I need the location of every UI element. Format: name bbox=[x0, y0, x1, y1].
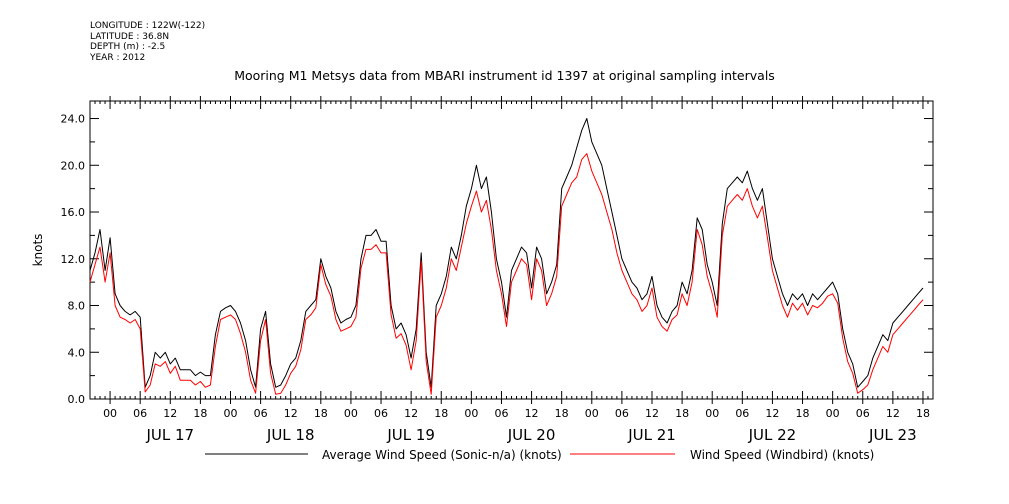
x-tick-label: 18 bbox=[434, 407, 448, 420]
x-tick-label: 06 bbox=[494, 407, 508, 420]
x-tick-label: 18 bbox=[193, 407, 207, 420]
y-tick-label: 0.0 bbox=[68, 393, 86, 406]
x-tick-label: 00 bbox=[585, 407, 599, 420]
x-tick-label: 18 bbox=[675, 407, 689, 420]
x-tick-label: 18 bbox=[314, 407, 328, 420]
chart-title: Mooring M1 Metsys data from MBARI instru… bbox=[234, 68, 775, 83]
day-label: JUL 22 bbox=[748, 426, 797, 444]
x-tick-label: 12 bbox=[886, 407, 900, 420]
x-tick-label: 06 bbox=[374, 407, 388, 420]
legend: Average Wind Speed (Sonic-n/a) (knots) W… bbox=[205, 448, 874, 462]
x-tick-label: 00 bbox=[103, 407, 117, 420]
y-tick-label: 20.0 bbox=[61, 159, 86, 172]
x-tick-label: 00 bbox=[224, 407, 238, 420]
x-tick-label: 12 bbox=[525, 407, 539, 420]
longitude-text: LONGITUDE : 122W(-122) bbox=[90, 21, 206, 31]
y-tick-label: 4.0 bbox=[68, 346, 86, 359]
x-tick-label: 06 bbox=[856, 407, 870, 420]
y-axis-label: knots bbox=[31, 234, 45, 267]
x-tick-labels: 00 06 12 18 00 06 12 18 00 06 12 18 00 06 12 18 00 06 12 18… bbox=[103, 407, 930, 420]
series-average-wind-speed bbox=[89, 118, 924, 388]
x-tick-label: 00 bbox=[344, 407, 358, 420]
x-tick-label: 12 bbox=[284, 407, 298, 420]
x-tick-label: 06 bbox=[735, 407, 749, 420]
day-label: JUL 23 bbox=[868, 426, 917, 444]
year-text: YEAR : 2012 bbox=[90, 52, 146, 63]
x-tick-label: 00 bbox=[705, 407, 719, 420]
x-tick-label: 06 bbox=[615, 407, 629, 420]
latitude-text: LATITUDE : 36.8N bbox=[90, 31, 170, 42]
day-label: JUL 21 bbox=[627, 426, 676, 444]
x-tick-label: 18 bbox=[916, 407, 930, 420]
legend-label-average: Average Wind Speed (Sonic-n/a) (knots) bbox=[322, 448, 562, 462]
depth-text: DEPTH (m) : -2.5 bbox=[90, 42, 166, 52]
x-tick-label: 00 bbox=[464, 407, 478, 420]
day-label: JUL 17 bbox=[145, 426, 194, 444]
day-label: JUL 18 bbox=[266, 426, 315, 444]
plot-frame bbox=[89, 100, 934, 400]
x-tick-label: 18 bbox=[555, 407, 569, 420]
day-label: JUL 20 bbox=[507, 426, 556, 444]
day-label: JUL 19 bbox=[386, 426, 435, 444]
day-labels: JUL 17 JUL 18 JUL 19 JUL 20 JUL 21 JUL 22 JUL … bbox=[145, 426, 916, 444]
y-tick-label: 16.0 bbox=[61, 206, 86, 219]
legend-label-windbird: Wind Speed (Windbird) (knots) bbox=[690, 448, 874, 462]
series-windbird-wind-speed bbox=[89, 153, 924, 395]
x-tick-label: 06 bbox=[133, 407, 147, 420]
x-tick-label: 12 bbox=[765, 407, 779, 420]
y-tick-label: 8.0 bbox=[68, 300, 86, 313]
x-tick-label: 12 bbox=[163, 407, 177, 420]
y-tick-labels: 0.0 4.0 8.0 12.0 16.0 20.0 24.0 bbox=[61, 113, 86, 406]
y-tick-label: 12.0 bbox=[61, 253, 86, 266]
axis-ticks bbox=[89, 96, 934, 404]
x-tick-label: 12 bbox=[404, 407, 418, 420]
x-tick-label: 12 bbox=[645, 407, 659, 420]
x-tick-label: 18 bbox=[796, 407, 810, 420]
y-tick-label: 24.0 bbox=[61, 113, 86, 126]
series-lines bbox=[89, 118, 924, 395]
x-tick-label: 00 bbox=[826, 407, 840, 420]
metadata-header: LONGITUDE : 122W(-122) LATITUDE : 36.8N … bbox=[90, 21, 205, 63]
x-tick-label: 06 bbox=[254, 407, 268, 420]
